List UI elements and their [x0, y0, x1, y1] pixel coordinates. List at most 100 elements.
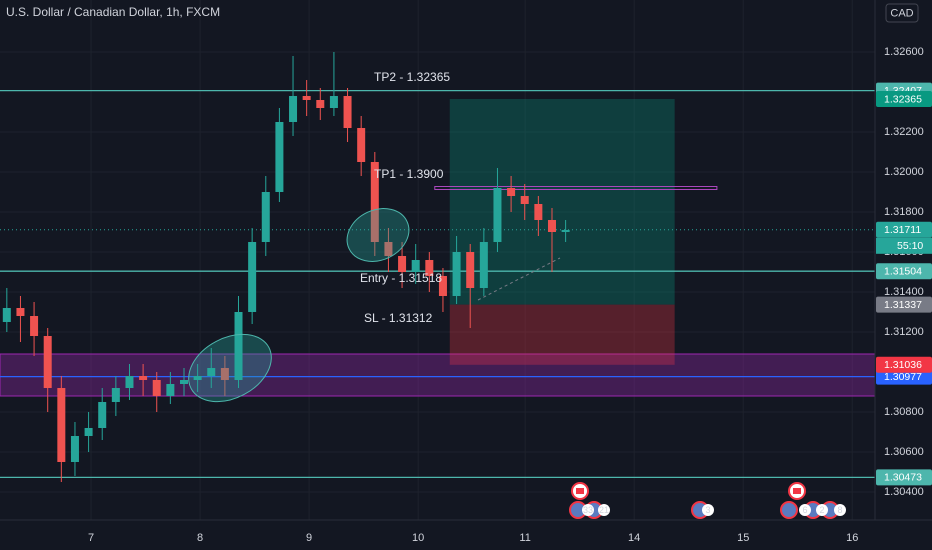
candles: [2, 52, 570, 482]
highlight-ellipse: [346, 208, 410, 262]
candle-body: [452, 252, 461, 296]
candle-body: [30, 316, 39, 336]
x-tick-label: 16: [846, 532, 858, 544]
price-label-bg: [876, 263, 932, 280]
candle-body: [343, 96, 352, 128]
x-tick-label: 7: [88, 532, 94, 544]
price-axis: [875, 0, 932, 520]
candle-body: [139, 376, 148, 380]
y-tick-label: 1.30600: [884, 446, 924, 458]
event-count: 6: [802, 505, 807, 515]
candle-body: [2, 308, 11, 322]
candle-body: [261, 192, 270, 242]
candle-body: [275, 122, 284, 192]
x-tick-label: 15: [737, 532, 749, 544]
candle-body: [466, 252, 475, 288]
x-tick-label: 10: [412, 532, 424, 544]
x-tick-label: 14: [628, 532, 640, 544]
event-count: 3: [705, 505, 710, 515]
price-label: 1.31711: [884, 224, 921, 236]
candle-body: [507, 188, 516, 196]
event-count-bg: [834, 504, 846, 516]
zone: [0, 353, 876, 397]
candle-body: [193, 376, 202, 380]
event-count-bg: [799, 504, 811, 516]
price-label-bg: [876, 356, 932, 373]
y-tick-label: 1.32200: [884, 126, 924, 138]
y-tick-label: 1.30800: [884, 406, 924, 418]
y-tick-label: 1.31200: [884, 326, 924, 338]
candle-body: [57, 388, 66, 462]
y-tick-label: 1.31400: [884, 286, 924, 298]
price-label: 1.31337: [884, 299, 922, 311]
y-tick-label: 1.32600: [884, 46, 924, 58]
highlight-ellipse: [188, 333, 272, 403]
candle-body: [520, 196, 529, 204]
overlay: [0, 89, 876, 479]
candle-body: [234, 312, 243, 380]
annotation: TP1 - 1.3900: [374, 167, 444, 181]
candle-body: [547, 220, 556, 232]
y-tick-label: 1.32000: [884, 166, 924, 178]
candle-body: [70, 436, 79, 462]
candle-body: [370, 162, 379, 242]
candle-body: [179, 380, 188, 384]
candle-body: [166, 384, 175, 396]
x-tick-label: 9: [306, 532, 312, 544]
candle-body: [98, 402, 107, 428]
price-label-bg: [876, 221, 932, 238]
candle-body: [248, 242, 257, 312]
candle-body: [479, 242, 488, 288]
event-count: 2: [819, 505, 824, 515]
event-icon: [780, 501, 798, 519]
candle-body: [207, 368, 216, 376]
candle-body: [329, 96, 338, 108]
candle-body: [534, 204, 543, 220]
candle-body: [316, 100, 325, 108]
candle-body: [561, 230, 570, 232]
price-label: 1.31504: [884, 265, 922, 277]
event-count-bg: [598, 504, 610, 516]
y-tick-label: 1.30400: [884, 486, 924, 498]
price-label: 1.32365: [884, 93, 922, 105]
candle-body: [43, 336, 52, 388]
flag-icon: [576, 488, 584, 494]
candle-body: [125, 376, 134, 388]
candle-body: [84, 428, 93, 436]
price-label-bg: [876, 296, 932, 313]
candle-body: [411, 260, 420, 272]
event-count: 21: [599, 505, 609, 515]
flag-icon: [793, 488, 801, 494]
price-label-bg: [876, 91, 932, 107]
event-count: 8: [837, 505, 842, 515]
candle-body: [16, 308, 25, 316]
candle-body: [289, 96, 298, 122]
x-tick-label: 8: [197, 532, 203, 544]
axis-layer: 1.326001.322001.320001.318001.316001.314…: [88, 46, 932, 544]
currency[interactable]: CAD: [890, 7, 913, 19]
candle-body: [398, 256, 407, 272]
candle-body: [438, 276, 447, 296]
events: 33 21 3 6 2 8: [569, 482, 846, 519]
candle-body: [111, 388, 120, 402]
candle-body: [220, 368, 229, 380]
price-label: 1.30473: [884, 472, 922, 484]
price-label: 1.30977: [884, 371, 922, 383]
candle-body: [357, 128, 366, 162]
chart-title: U.S. Dollar / Canadian Dollar, 1h, FXCM: [6, 5, 220, 19]
countdown: 55:10: [897, 240, 923, 252]
annotation: SL - 1.31312: [364, 311, 433, 325]
event-count: 33: [583, 505, 593, 515]
x-tick-label: 11: [519, 532, 530, 544]
currency-button[interactable]: [885, 3, 919, 23]
candle-body: [152, 380, 161, 396]
countdown-bg: [876, 237, 932, 254]
event-count-bg: [702, 504, 714, 516]
annotation: Entry - 1.31518: [360, 271, 442, 285]
position-stop: [449, 304, 675, 365]
candle-body: [493, 188, 502, 242]
tp1-line: [434, 186, 718, 190]
price-label-bg: [876, 469, 932, 486]
